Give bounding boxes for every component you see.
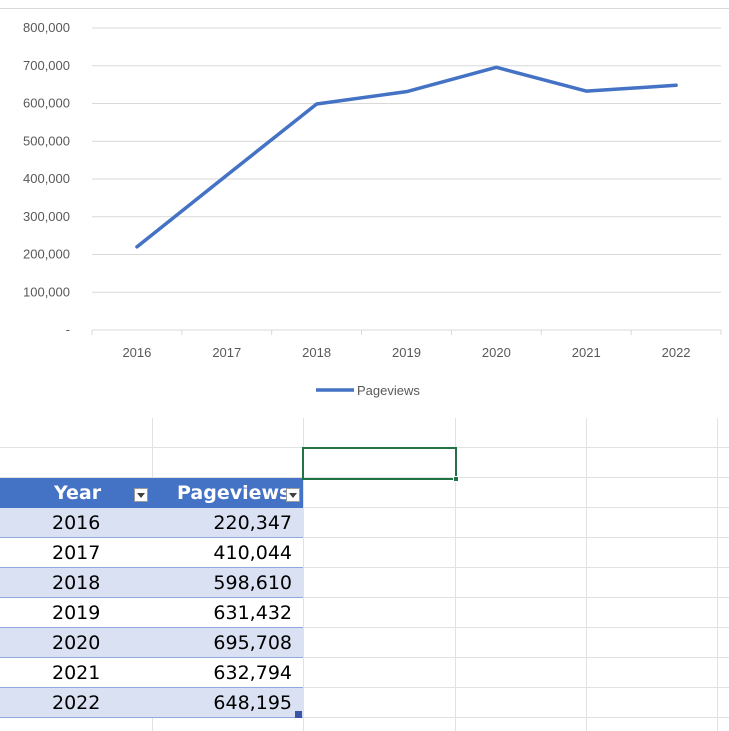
year-cell: 2018 — [52, 572, 101, 594]
year-header-label: Year — [54, 482, 102, 504]
table-row[interactable]: 598,610 — [152, 568, 303, 598]
table-row[interactable]: 2022 — [0, 688, 152, 718]
pageviews-header[interactable]: Pageviews — [152, 478, 303, 508]
row-gridline — [0, 657, 729, 658]
row-gridline — [0, 717, 729, 718]
series-line-pageviews — [135, 65, 678, 249]
table-row[interactable]: 695,708 — [152, 628, 303, 658]
y-tick-label: 500,000 — [23, 133, 70, 148]
legend-label: Pageviews — [357, 383, 420, 398]
year-cell: 2020 — [52, 632, 101, 654]
pageviews-filter-dropdown-icon[interactable] — [286, 488, 300, 502]
y-tick-label: 100,000 — [23, 284, 70, 299]
year-cell: 2019 — [52, 602, 101, 624]
table-row[interactable]: 632,794 — [152, 658, 303, 688]
x-tick-label: 2020 — [482, 345, 511, 360]
year-header[interactable]: Year — [0, 478, 152, 508]
table-row[interactable]: 2020 — [0, 628, 152, 658]
pageviews-cell: 410,044 — [213, 542, 292, 564]
y-tick-label: 300,000 — [23, 209, 70, 224]
chart-top-edge — [0, 8, 729, 9]
table-row[interactable]: 2021 — [0, 658, 152, 688]
pageviews-cell: 220,347 — [213, 512, 292, 534]
x-tick-label: 2018 — [302, 345, 331, 360]
table-row[interactable]: 220,347 — [152, 508, 303, 538]
chart-plot: 800,000 700,000 600,000 500,000 400,000 300,0… — [23, 20, 722, 398]
year-cell: 2016 — [52, 512, 101, 534]
x-tick-label: 2017 — [212, 345, 241, 360]
pageviews-cell: 695,708 — [213, 632, 292, 654]
row-gridline — [0, 627, 729, 628]
y-tick-label: 700,000 — [23, 58, 70, 73]
y-tick-label: - — [66, 322, 70, 337]
x-tick-label: 2021 — [572, 345, 601, 360]
x-tick-label: 2022 — [662, 345, 691, 360]
table-row[interactable]: 2019 — [0, 598, 152, 628]
table-row[interactable]: 631,432 — [152, 598, 303, 628]
year-cell: 2021 — [52, 662, 101, 684]
year-cell: 2022 — [52, 692, 101, 714]
y-tick-label: 200,000 — [23, 247, 70, 262]
year-cell: 2017 — [52, 542, 101, 564]
pageviews-cell: 648,195 — [213, 692, 292, 714]
y-tick-label: 800,000 — [23, 20, 70, 35]
table-row[interactable]: 2018 — [0, 568, 152, 598]
fill-handle[interactable] — [453, 476, 459, 482]
row-gridline — [0, 537, 729, 538]
row-gridline — [0, 687, 729, 688]
row-gridline — [0, 477, 729, 478]
x-tick-label: 2016 — [122, 345, 151, 360]
pageviews-header-label: Pageviews — [177, 482, 291, 504]
pageviews-cell: 632,794 — [213, 662, 292, 684]
row-gridline — [0, 567, 729, 568]
pageviews-cell: 631,432 — [213, 602, 292, 624]
table-row[interactable]: 648,195 — [152, 688, 303, 718]
active-cell-selection[interactable] — [302, 447, 457, 480]
pageviews-cell: 598,610 — [213, 572, 292, 594]
y-tick-label: 400,000 — [23, 171, 70, 186]
year-filter-dropdown-icon[interactable] — [134, 488, 148, 502]
x-tick-label: 2019 — [392, 345, 421, 360]
table-row[interactable]: 410,044 — [152, 538, 303, 568]
row-gridline — [0, 507, 729, 508]
table-row[interactable]: 2016 — [0, 508, 152, 538]
table-row[interactable]: 2017 — [0, 538, 152, 568]
y-tick-label: 600,000 — [23, 96, 70, 111]
table-resize-handle[interactable] — [295, 711, 302, 718]
line-chart[interactable]: 800,000 700,000 600,000 500,000 400,000 300,0… — [0, 0, 729, 418]
row-gridline — [0, 597, 729, 598]
